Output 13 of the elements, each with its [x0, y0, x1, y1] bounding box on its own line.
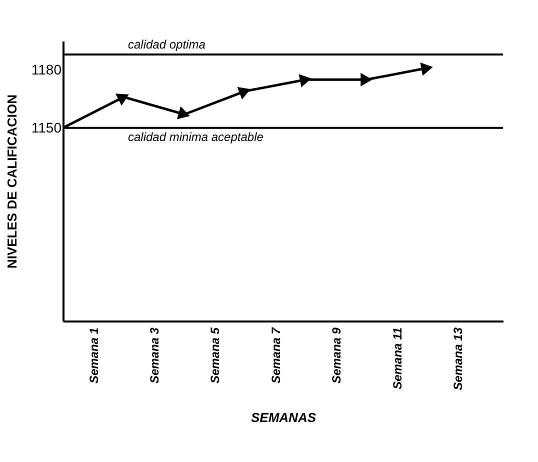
x-tick-label: Semana 11 [390, 327, 404, 390]
x-tick-label: Semana 13 [450, 327, 465, 390]
y-tick-label: 1180 [31, 61, 62, 78]
x-tick-label: Semana 7 [268, 326, 283, 384]
x-tick-label: Semana 9 [330, 327, 344, 384]
x-tick-label: Semana 1 [86, 327, 101, 384]
ref-line-label: calidad optima [128, 38, 206, 52]
y-axis-title: NIVELES DE CALIFICACION [4, 94, 20, 269]
ref-line-label: calidad minima aceptable [128, 130, 264, 144]
x-tick-label: Semana 5 [208, 327, 222, 384]
y-tick-label: 1150 [31, 119, 62, 136]
x-tick-label: Semana 3 [148, 327, 162, 384]
x-axis-title: SEMANAS [250, 410, 316, 426]
